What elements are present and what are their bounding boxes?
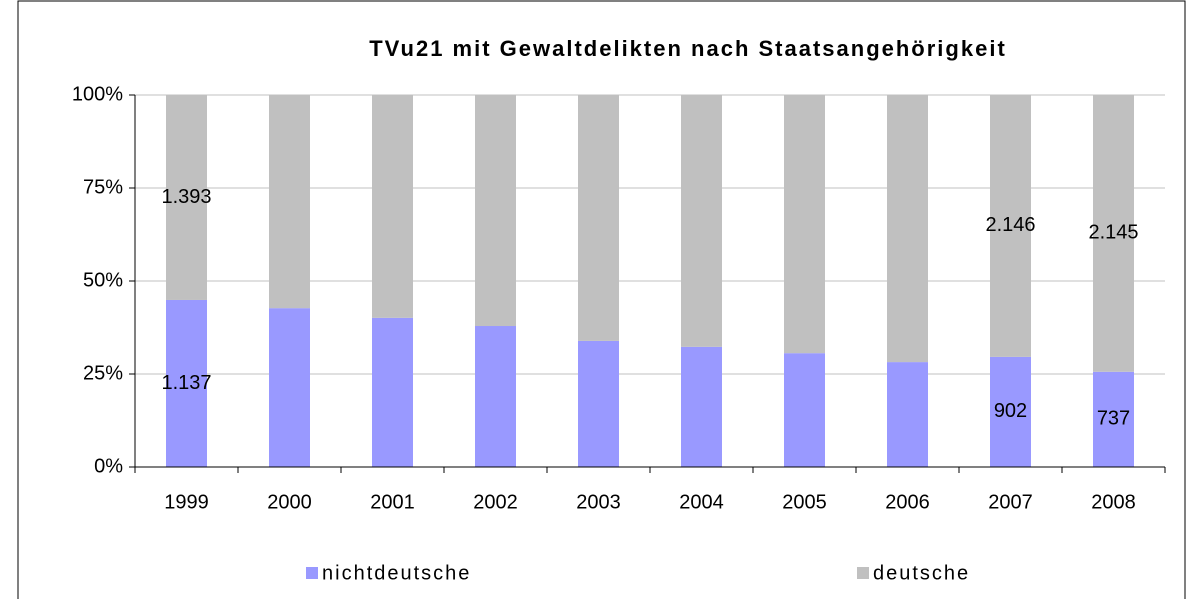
y-tick-label: 50% bbox=[83, 269, 123, 291]
x-tick-label: 2008 bbox=[1091, 491, 1136, 513]
legend-swatch bbox=[857, 567, 869, 579]
bar-segment bbox=[166, 299, 207, 467]
y-tick-label: 75% bbox=[83, 176, 123, 198]
chart-title: TVu21 mit Gewaltdelikten nach Staatsange… bbox=[369, 36, 1007, 61]
data-label: 1.393 bbox=[161, 186, 211, 208]
y-tick-label: 100% bbox=[72, 83, 123, 105]
y-tick-label: 25% bbox=[83, 362, 123, 384]
y-tick-label: 0% bbox=[94, 455, 123, 477]
bar-segment bbox=[475, 326, 516, 467]
x-tick-label: 2004 bbox=[679, 491, 724, 513]
legend-label: deutsche bbox=[873, 562, 970, 584]
data-label: 2.145 bbox=[1088, 222, 1138, 244]
x-tick-label: 2002 bbox=[473, 491, 518, 513]
x-tick-label: 2001 bbox=[370, 491, 415, 513]
bar-segment bbox=[681, 346, 722, 467]
bar-segment bbox=[578, 340, 619, 467]
bar-segment bbox=[475, 95, 516, 327]
legend-label: nichtdeutsche bbox=[322, 562, 471, 584]
bar-segment bbox=[372, 95, 413, 318]
bar-segment bbox=[681, 95, 722, 347]
bar-segment bbox=[784, 353, 825, 467]
data-label: 902 bbox=[994, 400, 1027, 422]
bar-segment bbox=[166, 95, 207, 300]
x-tick-label: 1999 bbox=[164, 491, 209, 513]
bar-segment bbox=[269, 95, 310, 309]
data-label: 1.137 bbox=[161, 372, 211, 394]
data-label: 737 bbox=[1097, 408, 1130, 430]
x-tick-label: 2003 bbox=[576, 491, 621, 513]
legend-swatch bbox=[306, 567, 318, 579]
bar-segment bbox=[784, 95, 825, 354]
x-tick-label: 2007 bbox=[988, 491, 1033, 513]
bar-segment bbox=[887, 95, 928, 363]
x-tick-label: 2005 bbox=[782, 491, 827, 513]
bar-segment bbox=[578, 95, 619, 341]
bar-segment bbox=[1093, 371, 1134, 467]
x-tick-label: 2000 bbox=[267, 491, 312, 513]
x-tick-label: 2006 bbox=[885, 491, 930, 513]
bar-segment bbox=[990, 95, 1031, 357]
bar-segment bbox=[990, 356, 1031, 467]
bar-segment bbox=[269, 308, 310, 467]
bar-segment bbox=[887, 362, 928, 467]
bar-segment bbox=[1093, 95, 1134, 372]
data-label: 2.146 bbox=[985, 214, 1035, 236]
bar-segment bbox=[372, 317, 413, 467]
